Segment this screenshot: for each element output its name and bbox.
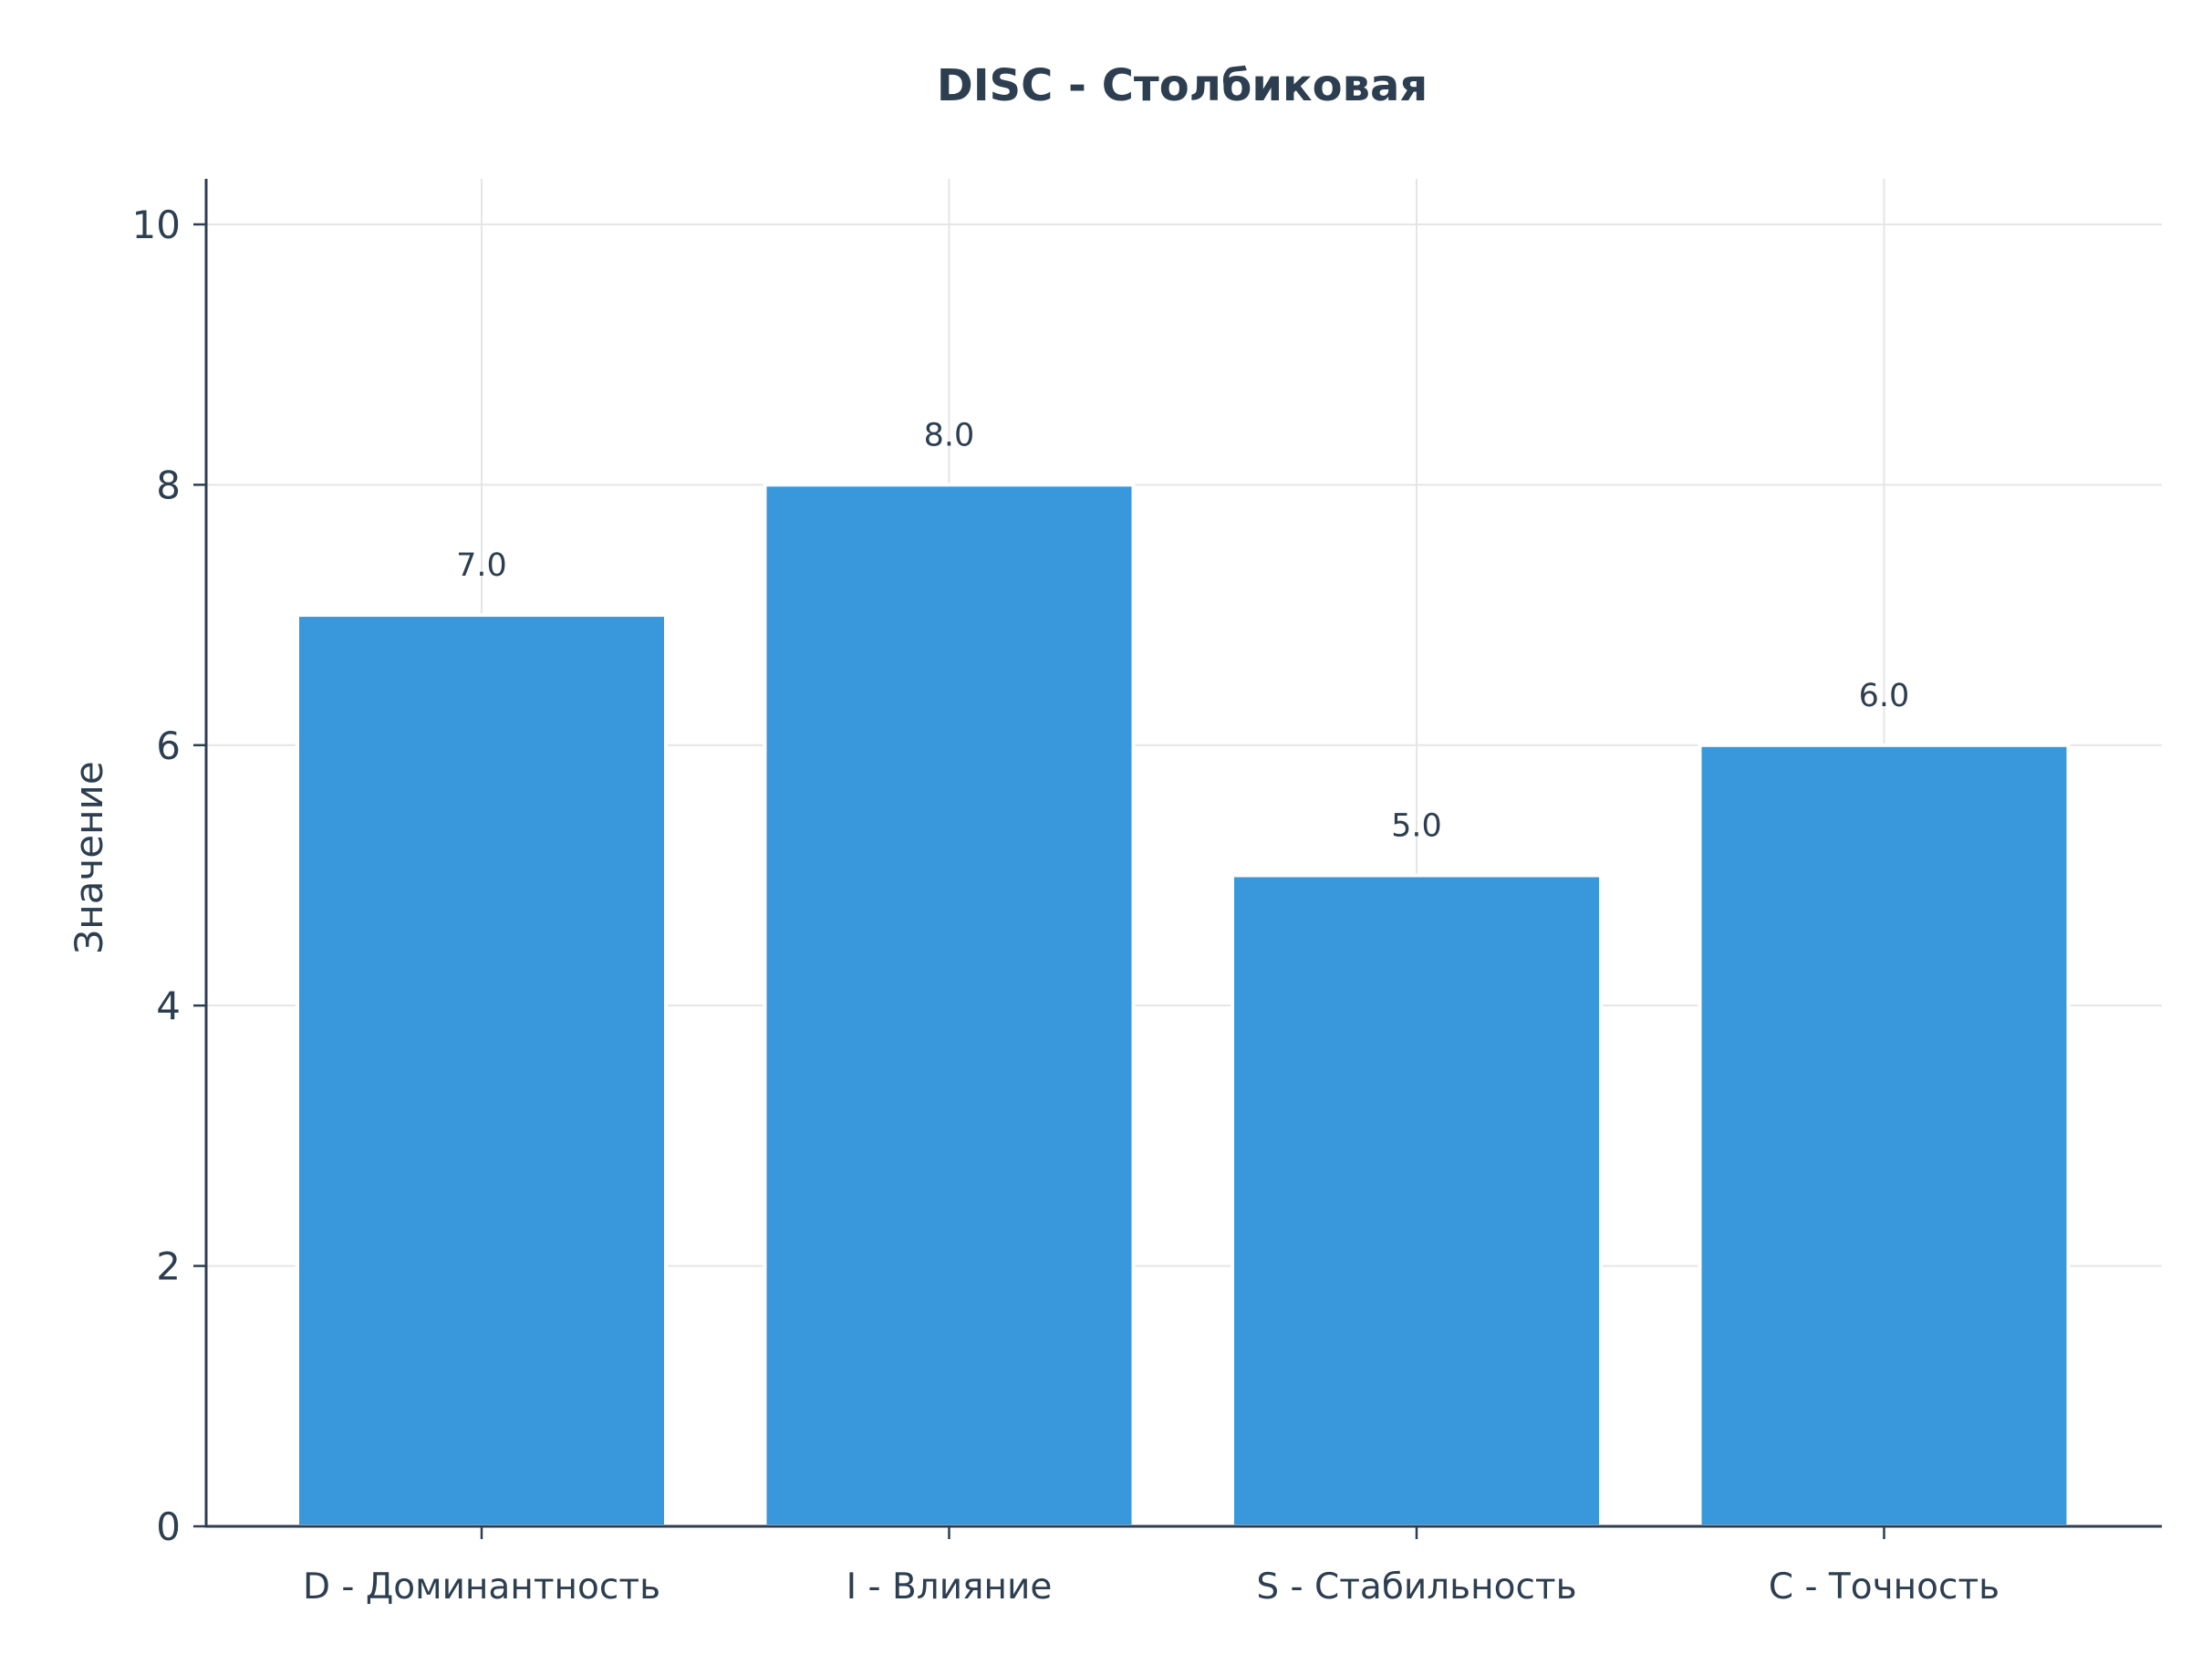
bar-layer bbox=[296, 483, 2071, 1528]
y-tick-label: 2 bbox=[156, 1244, 181, 1289]
y-tick-label: 10 bbox=[132, 203, 181, 247]
y-axis-title: Значение bbox=[67, 761, 111, 953]
x-tick-label: S - Стабильность bbox=[1256, 1566, 1576, 1608]
bar bbox=[296, 613, 668, 1528]
bar bbox=[763, 483, 1136, 1528]
x-tick-label: C - Точность bbox=[1769, 1566, 1999, 1608]
axis-layer bbox=[193, 179, 2162, 1539]
data-label: 7.0 bbox=[456, 547, 507, 584]
y-tick-label: 8 bbox=[156, 463, 181, 507]
y-tick-label: 0 bbox=[156, 1504, 181, 1549]
label-layer: 7.0 8.0 5.0 6.0 0 2 4 6 8 10 D - Доминантность I - … bbox=[132, 203, 2000, 1608]
y-tick-label: 4 bbox=[156, 983, 181, 1028]
bar bbox=[1231, 873, 1603, 1528]
bar bbox=[1698, 743, 2071, 1528]
chart-title: DISC - Столбиковая bbox=[937, 60, 1428, 111]
data-label: 8.0 bbox=[924, 417, 975, 453]
data-label: 5.0 bbox=[1391, 807, 1442, 844]
x-tick-label: D - Доминантность bbox=[303, 1566, 660, 1608]
data-label: 6.0 bbox=[1859, 678, 1910, 714]
x-tick-label: I - Влияние bbox=[846, 1566, 1053, 1608]
y-tick-label: 6 bbox=[156, 723, 181, 768]
